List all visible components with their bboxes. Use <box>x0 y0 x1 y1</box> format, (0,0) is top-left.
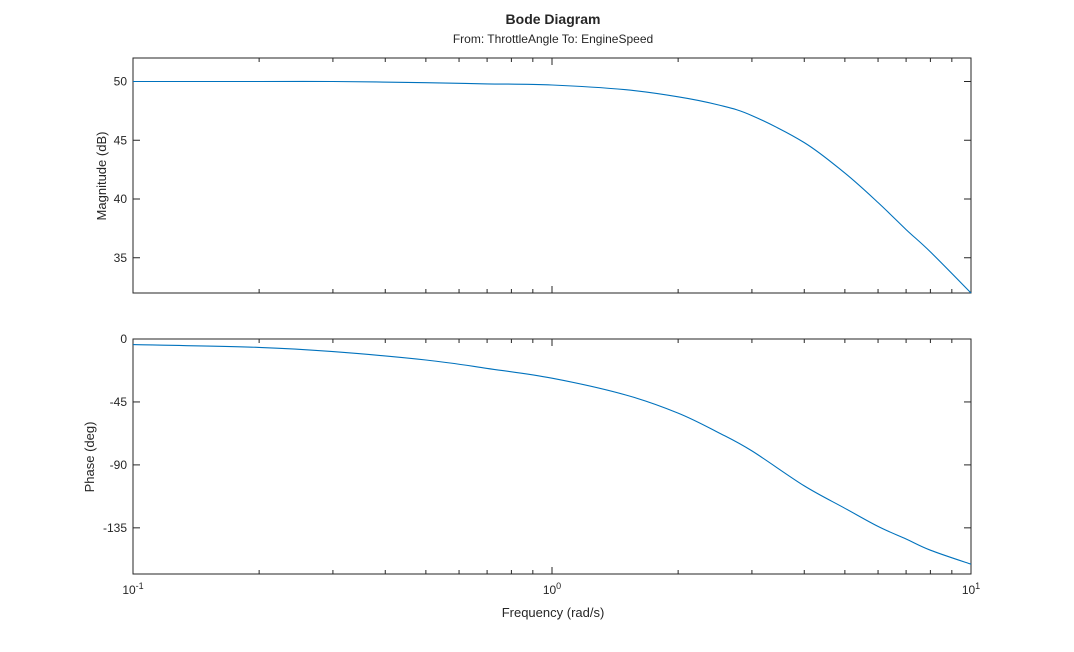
y-tick-label: 50 <box>114 75 128 89</box>
chart-title: Bode Diagram <box>506 11 601 27</box>
y-tick-label: -45 <box>110 395 128 409</box>
y-tick-label: 35 <box>114 251 128 265</box>
phase-ylabel: Phase (deg) <box>82 422 97 493</box>
x-tick-label: 10-1 <box>122 581 143 597</box>
x-axis-label: Frequency (rad/s) <box>502 605 605 620</box>
x-tick-label: 100 <box>543 581 561 597</box>
y-tick-label: 0 <box>120 332 127 346</box>
axes-box <box>132 338 972 575</box>
y-tick-label: 40 <box>114 192 128 206</box>
magnitude-curve <box>133 80 972 294</box>
phase-curve <box>132 344 972 565</box>
x-tick-label: 101 <box>962 581 980 597</box>
y-tick-label: -135 <box>103 521 127 535</box>
chart-subtitle: From: ThrottleAngle To: EngineSpeed <box>453 32 653 46</box>
magnitude-ylabel: Magnitude (dB) <box>94 132 109 221</box>
magnitude-panel: Magnitude (dB) 50 45 40 35 <box>94 57 972 294</box>
y-tick-label: -90 <box>110 458 128 472</box>
y-tick-label: 45 <box>114 133 128 147</box>
phase-panel: Phase (deg) 0 -45 -90 -135 10-1 100 101 <box>82 332 980 597</box>
axes-box <box>132 57 972 294</box>
